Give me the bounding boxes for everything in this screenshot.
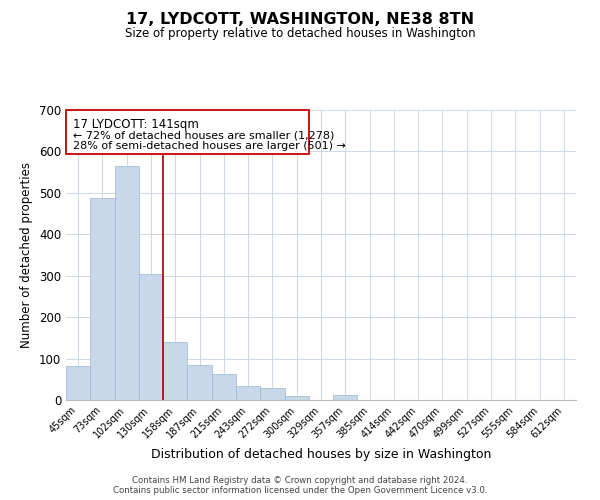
Bar	[236, 386, 260, 400]
Text: 17 LYDCOTT: 141sqm: 17 LYDCOTT: 141sqm	[73, 118, 199, 132]
Text: Contains public sector information licensed under the Open Government Licence v3: Contains public sector information licen…	[113, 486, 487, 495]
FancyBboxPatch shape	[66, 110, 309, 154]
Bar	[284, 396, 309, 400]
Bar	[260, 388, 284, 400]
Bar	[333, 395, 358, 400]
Text: Size of property relative to detached houses in Washington: Size of property relative to detached ho…	[125, 28, 475, 40]
Text: ← 72% of detached houses are smaller (1,278): ← 72% of detached houses are smaller (1,…	[73, 130, 335, 140]
Text: 17, LYDCOTT, WASHINGTON, NE38 8TN: 17, LYDCOTT, WASHINGTON, NE38 8TN	[126, 12, 474, 28]
Bar	[163, 342, 187, 400]
Text: 28% of semi-detached houses are larger (501) →: 28% of semi-detached houses are larger (…	[73, 141, 346, 151]
Text: Contains HM Land Registry data © Crown copyright and database right 2024.: Contains HM Land Registry data © Crown c…	[132, 476, 468, 485]
Bar	[139, 274, 163, 400]
Y-axis label: Number of detached properties: Number of detached properties	[20, 162, 34, 348]
X-axis label: Distribution of detached houses by size in Washington: Distribution of detached houses by size …	[151, 448, 491, 461]
Bar	[212, 374, 236, 400]
Bar	[187, 365, 212, 400]
Bar	[90, 198, 115, 400]
Bar	[115, 166, 139, 400]
Bar	[66, 366, 90, 400]
